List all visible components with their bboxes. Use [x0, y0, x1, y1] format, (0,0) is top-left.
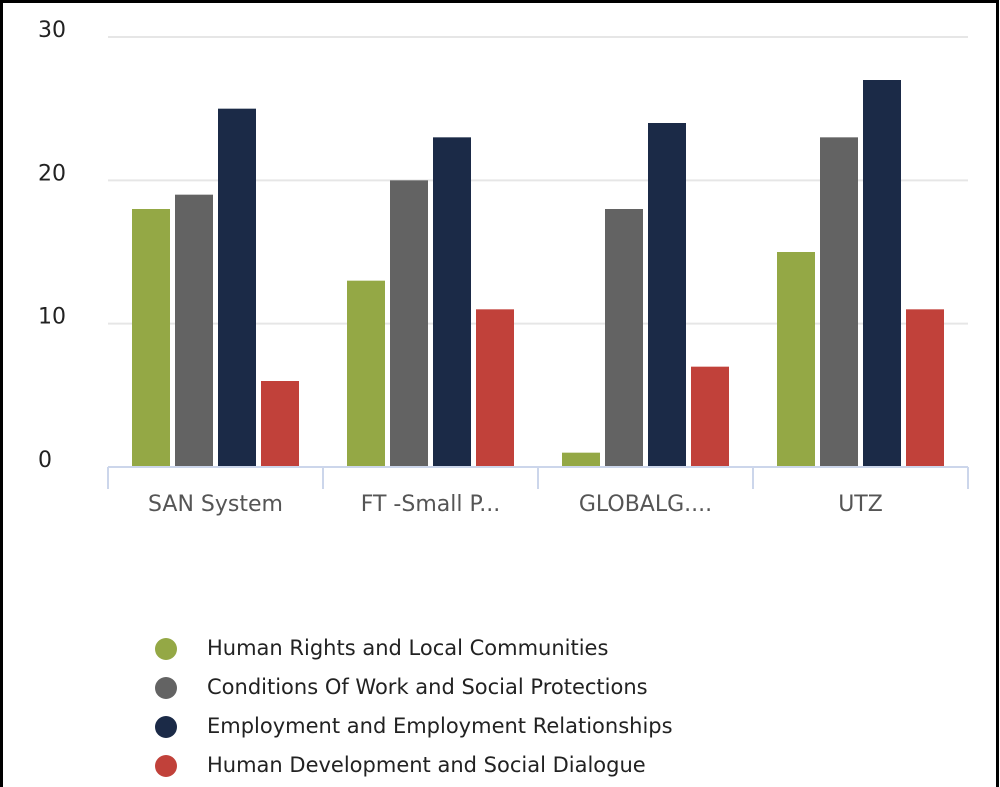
- bar: [476, 309, 514, 467]
- y-tick-label: 30: [38, 18, 66, 43]
- bar: [691, 366, 729, 467]
- y-tick-label: 10: [38, 305, 66, 330]
- bar: [218, 108, 256, 468]
- bar: [261, 381, 299, 467]
- legend-marker: [155, 755, 177, 777]
- bar: [906, 309, 944, 467]
- x-tick-label: SAN System: [148, 492, 283, 517]
- bar: [820, 137, 858, 468]
- legend-label[interactable]: Human Rights and Local Communities: [207, 636, 608, 660]
- bar: [777, 252, 815, 467]
- bar: [132, 209, 170, 467]
- legend-label[interactable]: Employment and Employment Relationships: [207, 714, 673, 738]
- x-tick-label: UTZ: [838, 492, 883, 517]
- y-tick-label: 20: [38, 161, 66, 186]
- x-tick-label: FT -Small P...: [361, 492, 501, 517]
- bar: [347, 280, 385, 467]
- legend-label[interactable]: Conditions Of Work and Social Protection…: [207, 675, 648, 699]
- x-tick-label: GLOBALG....: [579, 492, 712, 517]
- bar: [390, 180, 428, 468]
- bar: [863, 80, 901, 467]
- legend-label[interactable]: Human Development and Social Dialogue: [207, 753, 646, 777]
- bar: [433, 137, 471, 468]
- legend-marker: [155, 677, 177, 699]
- bar: [562, 452, 600, 467]
- bar: [648, 123, 686, 467]
- bar: [605, 209, 643, 467]
- bar: [175, 194, 213, 467]
- legend-marker: [155, 716, 177, 738]
- legend-marker: [155, 638, 177, 660]
- y-tick-label: 0: [38, 448, 52, 473]
